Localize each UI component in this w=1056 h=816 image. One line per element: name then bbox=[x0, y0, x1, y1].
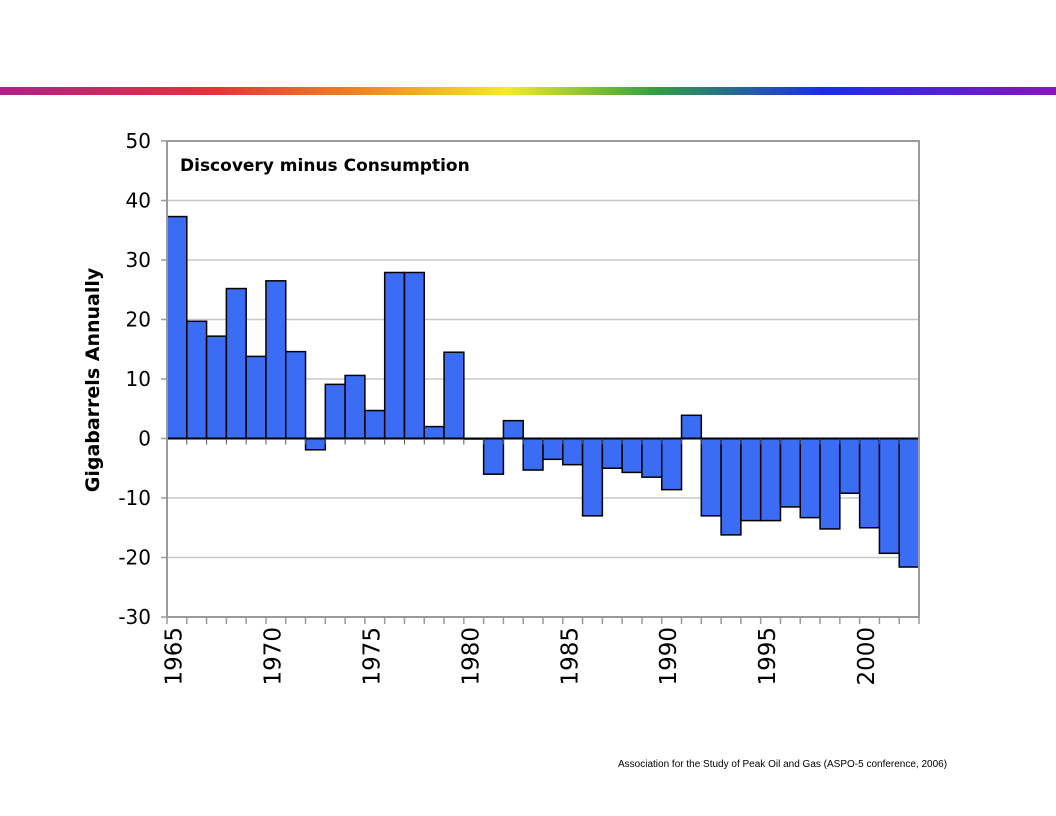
bar-1995 bbox=[759, 437, 782, 522]
y-tick-label: 10 bbox=[126, 367, 151, 391]
bar-1977 bbox=[403, 271, 426, 440]
bar-1971 bbox=[284, 350, 307, 440]
y-tick-labels: 50 40 30 20 10 0 -10 -20 -30 bbox=[118, 129, 151, 629]
bar-2002 bbox=[898, 437, 920, 568]
bar-1994 bbox=[740, 437, 762, 522]
x-tick-label: 1975 bbox=[359, 627, 385, 686]
y-tick-label: 20 bbox=[126, 308, 151, 332]
x-tick-label: 2000 bbox=[854, 627, 880, 686]
bar-1996 bbox=[779, 437, 802, 508]
x-tick-label: 1980 bbox=[458, 627, 484, 686]
bar-1967 bbox=[205, 335, 228, 440]
bar-1991 bbox=[680, 414, 703, 440]
bar-1979 bbox=[443, 351, 465, 440]
bar-1976 bbox=[383, 271, 406, 440]
bar-1965 bbox=[166, 215, 188, 440]
x-tick-label: 1990 bbox=[656, 627, 682, 686]
bar-1998 bbox=[819, 437, 841, 530]
bar-1985 bbox=[562, 437, 584, 466]
bar-2000 bbox=[858, 437, 881, 529]
y-tick-label: 30 bbox=[126, 248, 151, 272]
bar-1986 bbox=[581, 437, 604, 517]
bar-1990 bbox=[660, 437, 683, 491]
bar-1981 bbox=[482, 437, 505, 475]
bar-1989 bbox=[641, 437, 663, 478]
bar-1974 bbox=[344, 374, 366, 440]
bar-1970 bbox=[265, 280, 287, 440]
bar-1997 bbox=[799, 437, 821, 519]
bar-1973 bbox=[324, 383, 346, 440]
y-tick-label: -10 bbox=[118, 486, 151, 510]
bars bbox=[166, 215, 920, 568]
axes bbox=[166, 437, 920, 624]
x-tick-label: 1965 bbox=[162, 627, 188, 686]
bar-2001 bbox=[878, 437, 900, 555]
bar-1993 bbox=[720, 437, 742, 536]
bar-1983 bbox=[522, 437, 544, 471]
y-tick-label: 50 bbox=[126, 129, 151, 153]
x-tick-label: 1995 bbox=[755, 627, 781, 686]
bar-1969 bbox=[245, 355, 267, 440]
y-tick-label: 0 bbox=[138, 427, 151, 451]
chart-title: Discovery minus Consumption bbox=[180, 156, 470, 176]
y-tick-label: 40 bbox=[126, 189, 151, 213]
y-tick-label: -30 bbox=[118, 605, 151, 629]
bar-1978 bbox=[423, 425, 445, 440]
bar-1968 bbox=[225, 287, 247, 440]
plot-frame bbox=[166, 140, 920, 618]
bar-1987 bbox=[601, 437, 623, 469]
bar-1975 bbox=[364, 409, 386, 440]
x-tick-label: 1985 bbox=[557, 627, 583, 686]
bar-1982 bbox=[502, 419, 524, 440]
source-caption: Association for the Study of Peak Oil an… bbox=[618, 759, 948, 770]
bar-1999 bbox=[839, 437, 861, 494]
bar-1972 bbox=[304, 437, 327, 451]
y-tick-label: -20 bbox=[118, 546, 151, 570]
bar-1966 bbox=[186, 320, 208, 440]
bar-1988 bbox=[621, 437, 643, 474]
x-tick-labels: 1965 1970 1975 1980 1985 1990 1995 2000 bbox=[162, 627, 881, 686]
bar-1992 bbox=[700, 437, 722, 517]
y-axis-label: Gigabarrels Annually bbox=[82, 267, 104, 492]
rainbow-divider bbox=[0, 87, 1056, 95]
bar-1984 bbox=[542, 437, 564, 461]
x-tick-label: 1970 bbox=[260, 627, 286, 686]
